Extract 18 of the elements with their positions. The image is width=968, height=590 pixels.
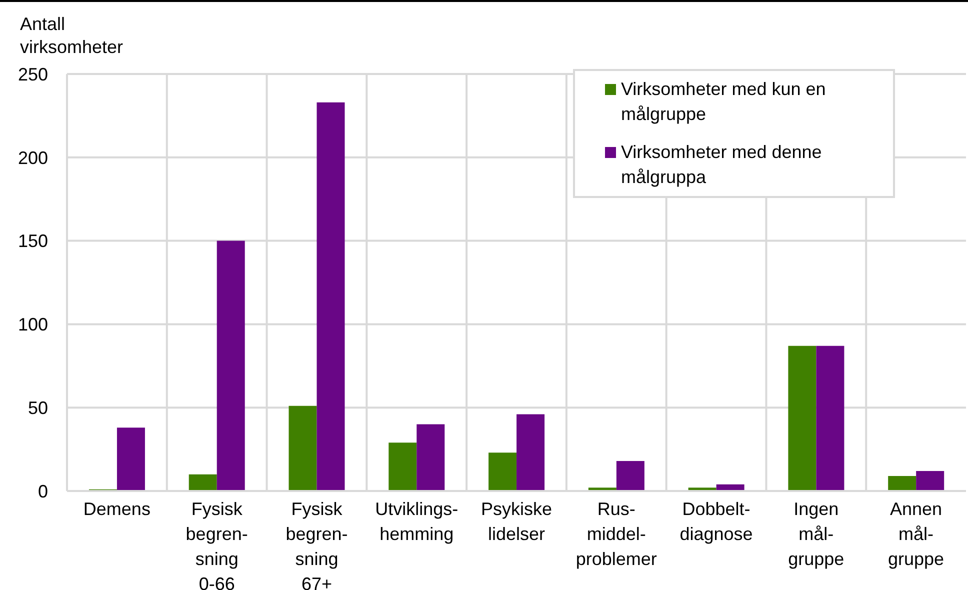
y-tick-label: 250 <box>18 64 48 84</box>
x-tick-label: Psykiske lidelser <box>480 499 552 544</box>
x-tick-label: Dobbelt- diagnose <box>680 499 753 544</box>
x-tick-label: Annen mål- gruppe <box>888 499 944 569</box>
x-tick-label: Utviklings- hemming <box>375 499 458 544</box>
x-tick-label: Fysisk begren- sning 0-66 <box>186 499 248 590</box>
legend-label: Virksomheter med kun en målgruppe <box>621 78 827 126</box>
x-tick-label: Demens <box>83 499 150 519</box>
y-axis-title: Antall virksomheter <box>20 13 124 59</box>
y-tick-label: 0 <box>38 481 48 502</box>
legend-label: Virksomheter med denne målgruppa <box>621 141 823 189</box>
x-tick-label: Ingen mål- gruppe <box>788 499 844 569</box>
y-tick-label: 200 <box>18 148 48 168</box>
y-tick-label: 150 <box>18 231 48 252</box>
x-tick-label: Fysisk begren- sning 67+ <box>286 499 348 590</box>
x-tick-label: Rus- middel- problemer <box>576 499 657 569</box>
y-tick-label: 50 <box>28 398 48 418</box>
y-tick-label: 100 <box>18 314 48 335</box>
